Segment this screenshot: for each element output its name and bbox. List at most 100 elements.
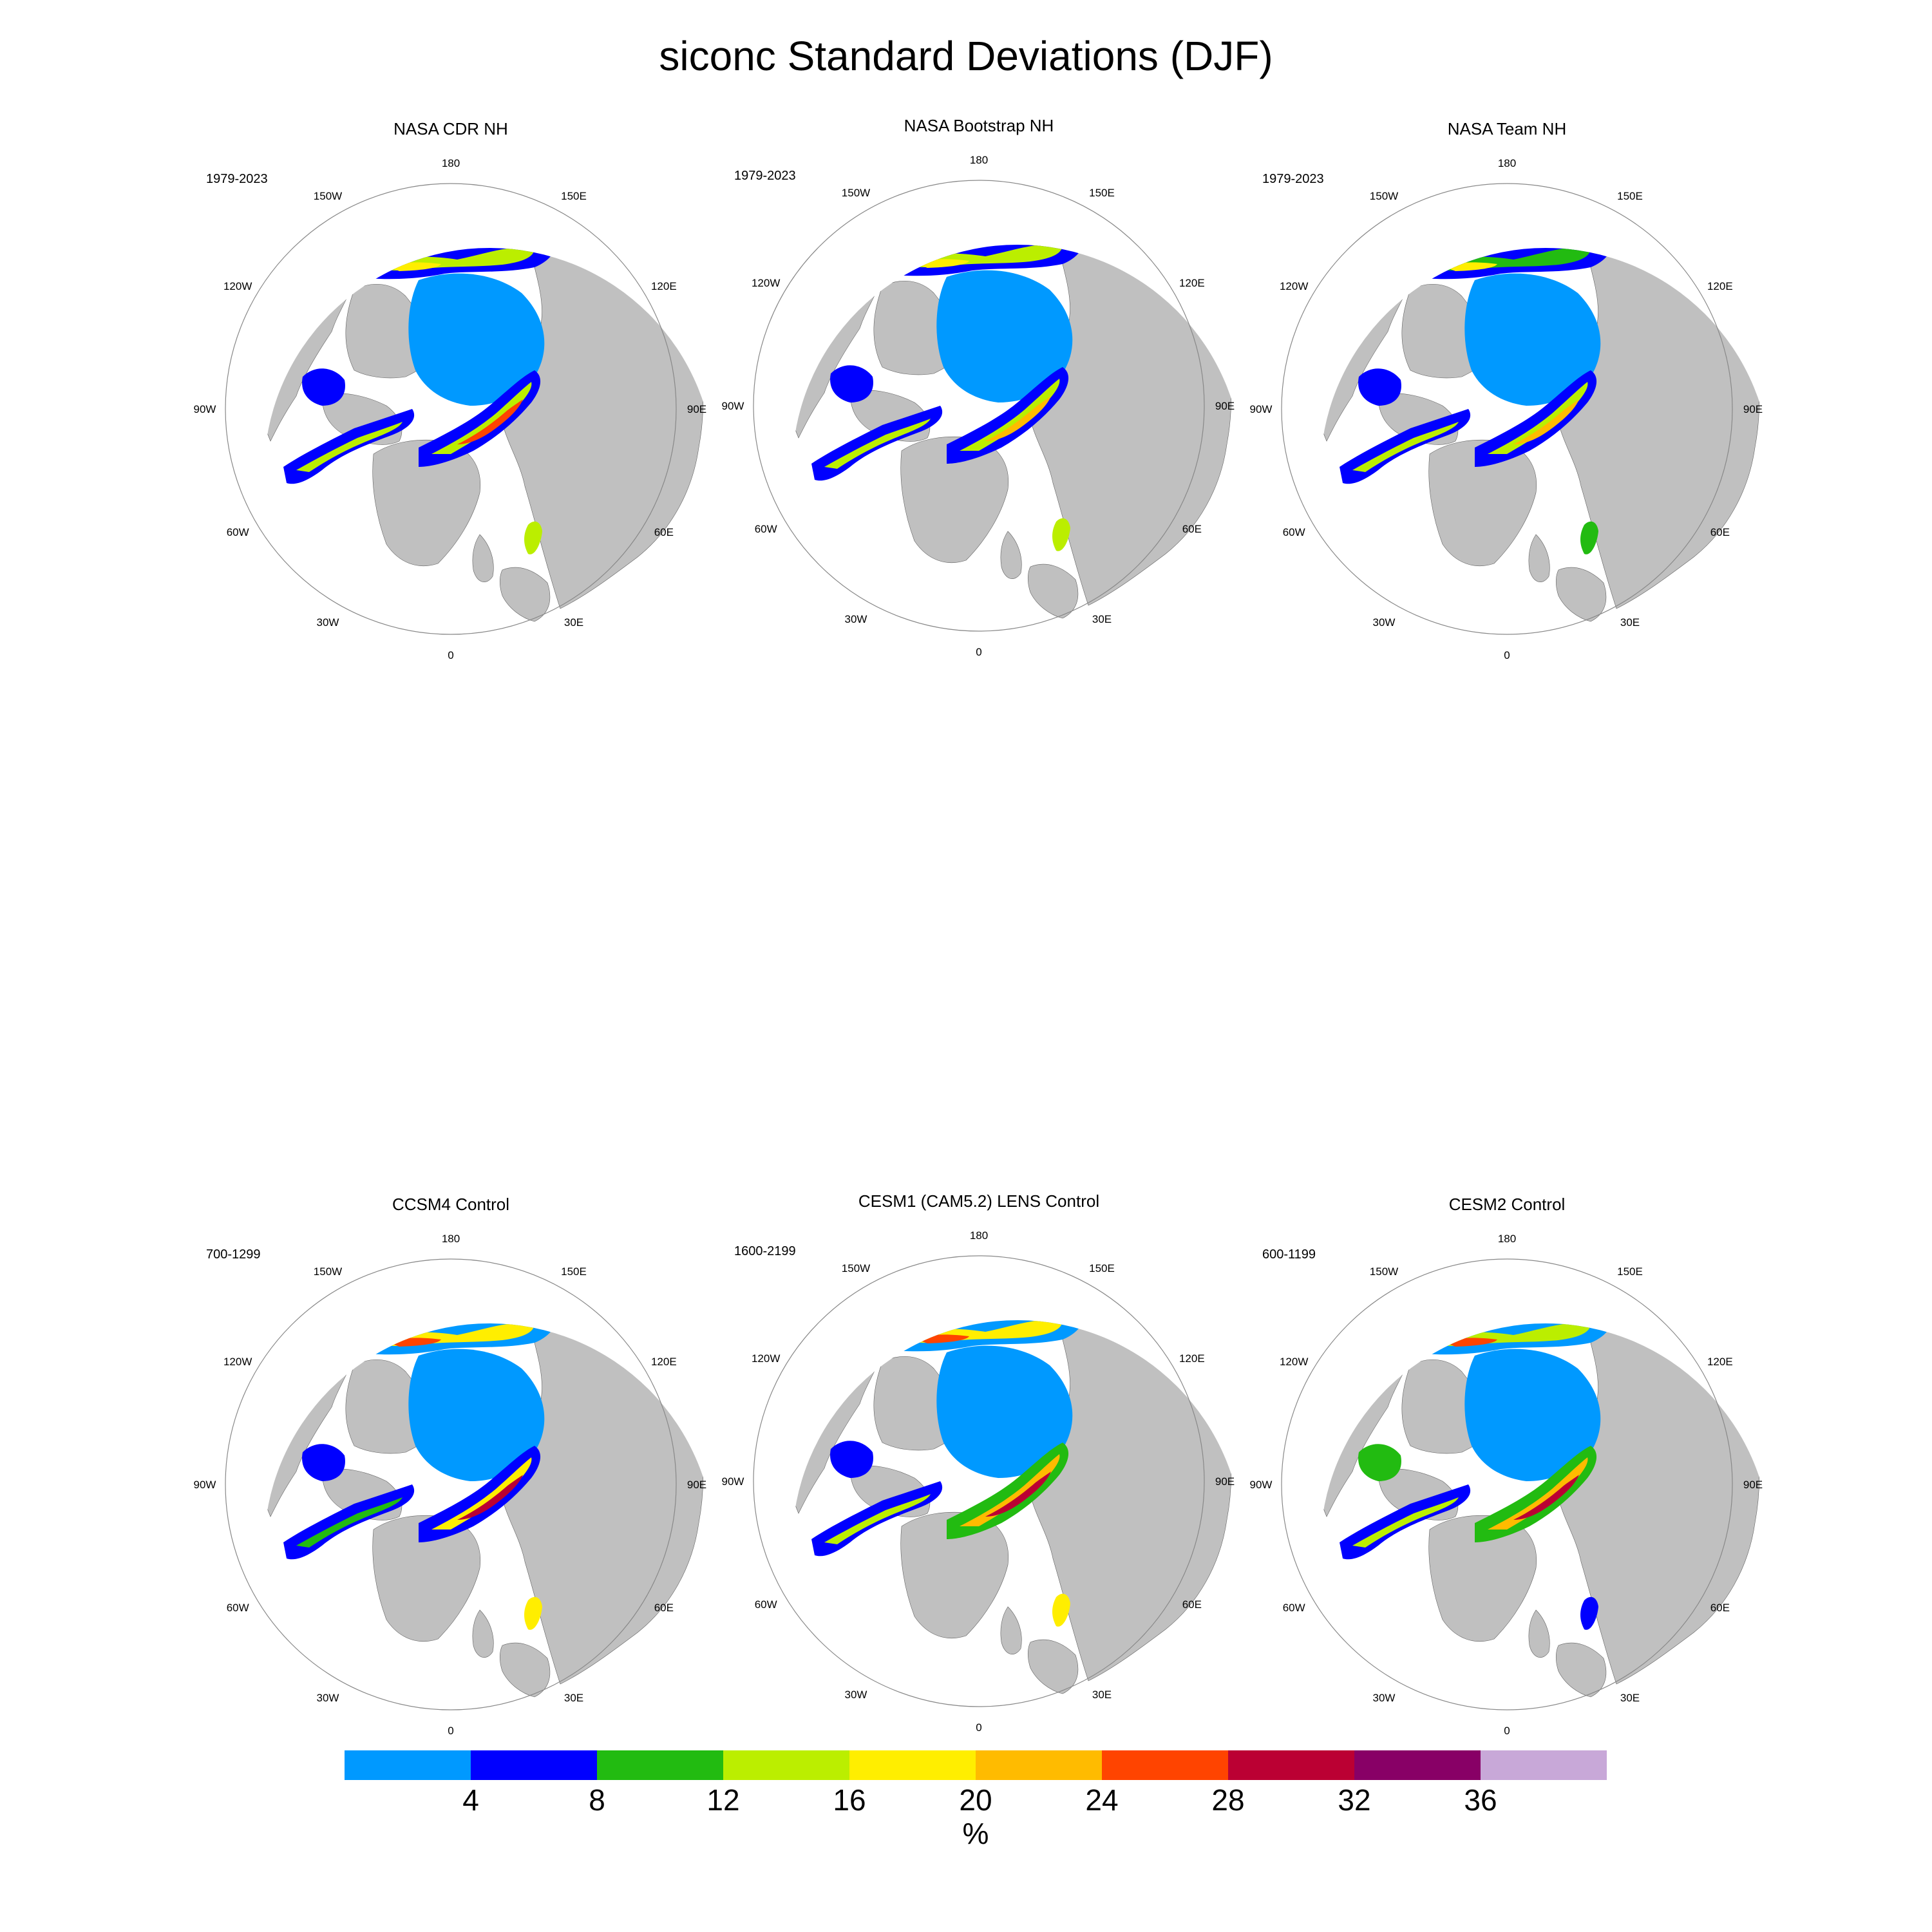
longitude-label: 60W (227, 1602, 249, 1614)
panel-years: 1979-2023 (206, 172, 268, 186)
longitude-label: 150E (1617, 1265, 1643, 1278)
longitude-label: 90E (1215, 1475, 1235, 1488)
map-boundary (1281, 1258, 1733, 1710)
colorbar-tick-label: 4 (462, 1783, 479, 1817)
panel-years: 1600-2199 (734, 1244, 796, 1258)
land-mass (1555, 1642, 1607, 1698)
longitude-label: 60W (755, 1598, 777, 1611)
land-mass (499, 567, 551, 622)
longitude-label: 120E (1179, 277, 1205, 289)
sea-ice-std-region (824, 419, 931, 469)
colorbar-segment (597, 1750, 723, 1780)
sea-ice-std-region (1475, 370, 1597, 467)
panel-title: NASA Bootstrap NH (904, 116, 1054, 135)
colorbar-tick-label: 32 (1338, 1783, 1371, 1817)
longitude-label: 120E (1179, 1352, 1205, 1365)
longitude-label: 0 (448, 1725, 453, 1737)
land-mass (472, 534, 494, 582)
sea-ice-std-region (824, 1494, 931, 1544)
map-panel-ccsm4: 180 150E 120E 90E 60E 30E 0 30W 60W 90W 120W 150W C… (187, 1195, 715, 1737)
longitude-label: 0 (1504, 649, 1510, 661)
longitude-label: 60W (227, 526, 249, 538)
longitude-label: 90E (1215, 400, 1235, 412)
longitude-label: 180 (1498, 1233, 1516, 1245)
longitude-label: 150W (1370, 190, 1398, 202)
colorbar-segment (471, 1750, 597, 1780)
land-mass (1027, 564, 1079, 619)
longitude-label: 60E (1182, 523, 1202, 535)
colorbar-segment (1354, 1750, 1481, 1780)
longitude-label: 30E (1092, 1689, 1112, 1701)
longitude-label: 90W (194, 403, 216, 415)
colorbar-tick-label: 12 (706, 1783, 740, 1817)
longitude-label: 120W (1280, 1356, 1308, 1368)
longitude-label: 60E (1710, 526, 1730, 538)
longitude-label: 0 (1504, 1725, 1510, 1737)
sea-ice-std-region (1352, 422, 1459, 472)
sea-ice-std-region (947, 1443, 1069, 1539)
longitude-label: 150W (842, 187, 870, 199)
page-title: siconc Standard Deviations (DJF) (659, 33, 1273, 79)
longitude-label: 30W (317, 1692, 339, 1704)
panel-title: NASA Team NH (1447, 119, 1567, 138)
longitude-label: 120W (223, 280, 252, 292)
longitude-label: 120W (752, 1352, 780, 1365)
sea-ice-std-region (1580, 1596, 1598, 1630)
panel-years: 1979-2023 (1262, 172, 1324, 186)
longitude-label: 150E (1089, 1262, 1115, 1274)
colorbar-ticks: 4 8 12 16 20 24 28 32 36 (345, 1783, 1607, 1817)
colorbar-unit: % (962, 1817, 989, 1850)
longitude-label: 30W (845, 613, 867, 625)
map-boundary (225, 1258, 677, 1710)
land-mass (1555, 567, 1607, 622)
longitude-label: 150W (1370, 1265, 1398, 1278)
sea-ice-std-region (524, 1596, 542, 1630)
longitude-label: 120W (752, 277, 780, 289)
longitude-label: 90W (1250, 1479, 1273, 1491)
polar-map: 180 150E 120E 90E 60E 30E 0 30W 60W 90W 120W 150W (1250, 1233, 1763, 1737)
sea-ice-std-region (1052, 518, 1070, 551)
longitude-label: 30E (564, 1692, 583, 1704)
longitude-label: 90E (1743, 1479, 1763, 1491)
map-boundary (753, 1255, 1205, 1707)
sea-ice-std-region (947, 367, 1069, 464)
colorbar-segment (1102, 1750, 1228, 1780)
panel-years: 700-1299 (206, 1247, 261, 1262)
sea-ice-std-region (1358, 368, 1401, 406)
colorbar-tick-label: 16 (833, 1783, 866, 1817)
colorbar-segment (976, 1750, 1102, 1780)
longitude-label: 30W (845, 1689, 867, 1701)
longitude-label: 60W (1283, 526, 1305, 538)
sea-ice-std-region (1352, 1497, 1459, 1548)
polar-map: 180 150E 120E 90E 60E 30E 0 30W 60W 90W 120W 150W (722, 1229, 1235, 1734)
colorbar-tick-label: 20 (959, 1783, 992, 1817)
longitude-label: 150E (561, 1265, 587, 1278)
map-panel-cesm2: 180 150E 120E 90E 60E 30E 0 30W 60W 90W 120W 150W C… (1243, 1195, 1771, 1737)
sea-ice-std-region (302, 368, 345, 406)
longitude-label: 150E (561, 190, 587, 202)
longitude-label: 30W (1373, 616, 1396, 629)
longitude-label: 60E (1710, 1602, 1730, 1614)
map-boundary (1281, 183, 1733, 635)
sea-ice-std-region (1464, 1349, 1601, 1481)
panel-title: CESM2 Control (1448, 1195, 1566, 1214)
longitude-label: 90E (1743, 403, 1763, 415)
sea-ice-std-region (1358, 1444, 1401, 1481)
longitude-label: 90W (1250, 403, 1273, 415)
longitude-label: 90W (194, 1479, 216, 1491)
longitude-label: 0 (976, 646, 981, 658)
longitude-label: 120E (651, 280, 677, 292)
longitude-label: 90E (687, 403, 706, 415)
longitude-label: 120W (1280, 280, 1308, 292)
colorbar-segment (345, 1750, 471, 1780)
polar-map: 180 150E 120E 90E 60E 30E 0 30W 60W 90W 120W 150W (194, 157, 707, 661)
longitude-label: 150W (842, 1262, 870, 1274)
longitude-label: 30E (1620, 1692, 1640, 1704)
longitude-label: 120E (1707, 280, 1733, 292)
longitude-label: 0 (448, 649, 453, 661)
land-mass (1528, 534, 1550, 582)
longitude-label: 180 (442, 157, 460, 169)
sea-ice-std-region (1475, 1446, 1597, 1542)
longitude-label: 180 (970, 1229, 988, 1242)
sea-ice-std-region (830, 1441, 873, 1478)
